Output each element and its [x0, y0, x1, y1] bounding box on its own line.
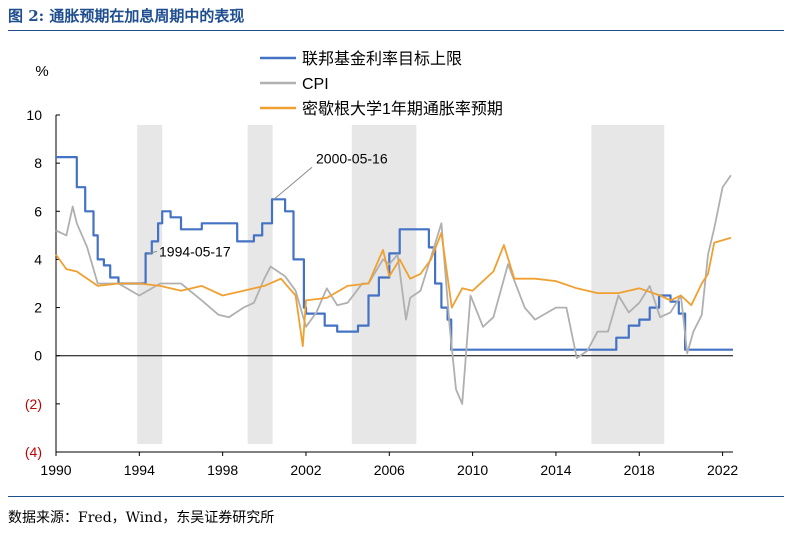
figure-title: 图 2: 通胀预期在加息周期中的表现: [8, 7, 245, 25]
annotation-leader-1: [148, 250, 158, 254]
y-tick-label: 4: [34, 251, 42, 267]
annotation-label-0: 2000-05-16: [316, 150, 388, 166]
x-tick-label: 2018: [624, 462, 655, 478]
tick-labels: 10 8 6 4 2 0 (2) (4)% 1990 1994 1998 2002 2006 2010 20…: [25, 63, 738, 478]
legend-label-1: CPI: [302, 76, 329, 93]
y-tick-label: 6: [34, 203, 42, 219]
y-tick-label: (2): [25, 396, 42, 412]
y-tick-label: (4): [25, 444, 42, 460]
y-axis-unit: %: [35, 63, 48, 80]
y-tick-label: 8: [34, 155, 42, 171]
annotation-label-1: 1994-05-17: [159, 243, 231, 259]
legend-label-0: 联邦基金利率目标上限: [302, 50, 462, 68]
annotations: 2000-05-16 1994-05-17: [148, 150, 388, 259]
series-lines: [55, 156, 733, 405]
y-tick-label: 10: [26, 107, 42, 123]
x-tick-label: 2006: [374, 462, 405, 478]
x-tick-label: 2010: [457, 462, 488, 478]
x-tick-label: 1998: [207, 462, 238, 478]
recession-band-3: [591, 125, 665, 444]
y-tick-label: 0: [34, 348, 42, 364]
data-source-note: 数据来源：Fred，Wind，东吴证券研究所: [8, 510, 275, 526]
x-tick-label: 2002: [290, 462, 321, 478]
x-tick-label: 1990: [40, 462, 71, 478]
title-divider: [8, 30, 784, 31]
y-tick-label: 2: [34, 300, 42, 316]
series-line-2: [55, 232, 732, 347]
footer-divider: [8, 496, 784, 497]
annotation-leader-0: [273, 166, 313, 200]
recession-shading: [137, 125, 665, 444]
x-tick-label: 2014: [540, 462, 571, 478]
legend: 联邦基金利率目标上限 CPI 密歇根大学1年期通胀率预期: [260, 50, 503, 118]
axes: [55, 114, 733, 456]
x-tick-label: 1994: [124, 462, 155, 478]
x-tick-label: 2022: [707, 462, 738, 478]
legend-label-2: 密歇根大学1年期通胀率预期: [302, 100, 503, 118]
